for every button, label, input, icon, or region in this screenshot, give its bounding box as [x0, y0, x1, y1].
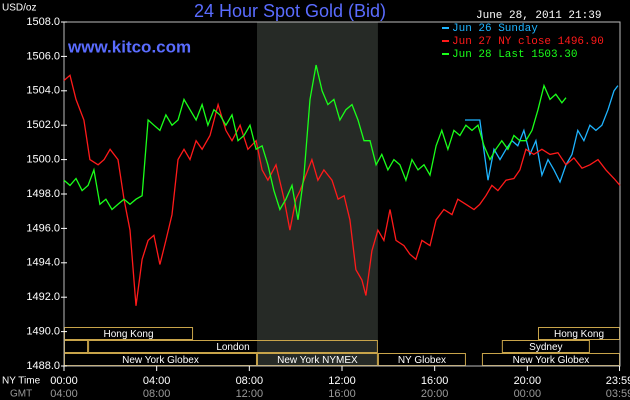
session-label: Sydney	[529, 342, 562, 353]
y-tick-label: 1506.0	[26, 50, 60, 62]
x-tick-label: 00:00	[50, 375, 78, 387]
y-tick-label: 1496.0	[26, 222, 60, 234]
session-label: NY Globex	[398, 355, 446, 366]
legend-label: Jun 27 NY close 1496.90	[452, 36, 604, 48]
session-shade	[256, 22, 378, 366]
y-tick-label: 1498.0	[26, 188, 60, 200]
price-line	[465, 85, 619, 184]
y-tick-label: 1490.0	[26, 326, 60, 338]
y-tick-label: 1494.0	[26, 257, 60, 269]
x-tick-label: 12:00	[328, 375, 356, 387]
x2-tick-label: 16:00	[328, 388, 356, 400]
x2-tick-label: 03:59	[606, 388, 630, 400]
x-tick-label: 08:00	[236, 375, 264, 387]
session-box	[64, 340, 89, 353]
watermark: www.kitco.com	[67, 37, 191, 56]
session-box	[501, 340, 590, 353]
legend-label: Jun 26 Sunday	[452, 23, 538, 35]
y-tick-label: 1500.0	[26, 154, 60, 166]
session-label: Hong Kong	[103, 329, 153, 340]
price-line	[63, 64, 567, 220]
session-label: New York NYMEX	[277, 355, 358, 366]
x2-tick-label: 04:00	[50, 388, 78, 400]
x2-tick-label: 00:00	[514, 388, 542, 400]
x-tick-label: 04:00	[143, 375, 171, 387]
y-tick-label: 1492.0	[26, 291, 60, 303]
chart-title: 24 Hour Spot Gold (Bid)	[194, 1, 386, 21]
x-tick-label: 23:59	[606, 375, 630, 387]
x-row-label: NY Time	[2, 376, 41, 387]
x2-row-label: GMT	[10, 389, 32, 400]
y-axis-label: USD/oz	[2, 3, 36, 14]
session-box	[88, 340, 378, 353]
y-tick-label: 1502.0	[26, 119, 60, 131]
session-label: London	[216, 342, 249, 353]
session-label: New York Globex	[513, 355, 590, 366]
legend-label: Jun 28 Last 1503.30	[452, 49, 577, 61]
x2-tick-label: 12:00	[236, 388, 264, 400]
session-label: Hong Kong	[554, 329, 604, 340]
x-tick-label: 16:00	[421, 375, 449, 387]
x2-tick-label: 08:00	[143, 388, 171, 400]
y-tick-label: 1488.0	[26, 360, 60, 372]
y-tick-label: 1504.0	[26, 85, 60, 97]
x2-tick-label: 20:00	[421, 388, 449, 400]
background-layer	[256, 22, 378, 366]
timestamp: June 28, 2011 21:39	[476, 10, 601, 22]
price-line	[63, 74, 621, 306]
session-label: New York Globex	[122, 355, 199, 366]
y-tick-label: 1508.0	[26, 16, 60, 28]
x-tick-label: 20:00	[514, 375, 542, 387]
